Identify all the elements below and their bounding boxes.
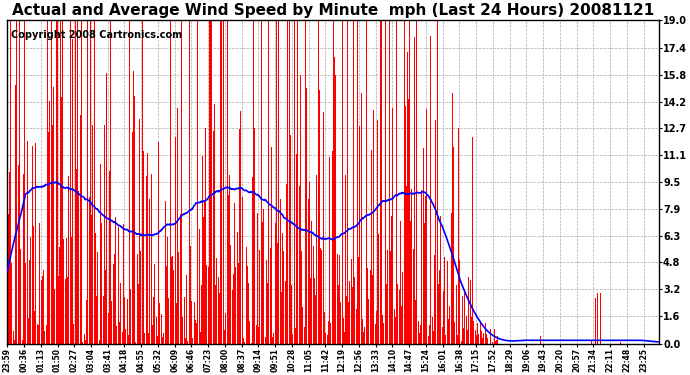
Title: Actual and Average Wind Speed by Minute  mph (Last 24 Hours) 20081121: Actual and Average Wind Speed by Minute …	[12, 3, 654, 18]
Text: Copyright 2008 Cartronics.com: Copyright 2008 Cartronics.com	[10, 30, 181, 40]
